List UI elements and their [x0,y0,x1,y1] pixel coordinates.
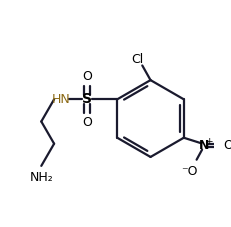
Text: NH₂: NH₂ [29,171,53,184]
Text: HN: HN [52,93,70,106]
Text: O: O [82,116,91,129]
Text: +: + [204,137,211,146]
Text: O: O [82,70,91,83]
Text: S: S [82,92,92,106]
Text: Cl: Cl [131,53,143,66]
Text: N: N [198,138,208,152]
Text: ⁻O: ⁻O [180,165,197,178]
Text: O: O [223,138,231,152]
